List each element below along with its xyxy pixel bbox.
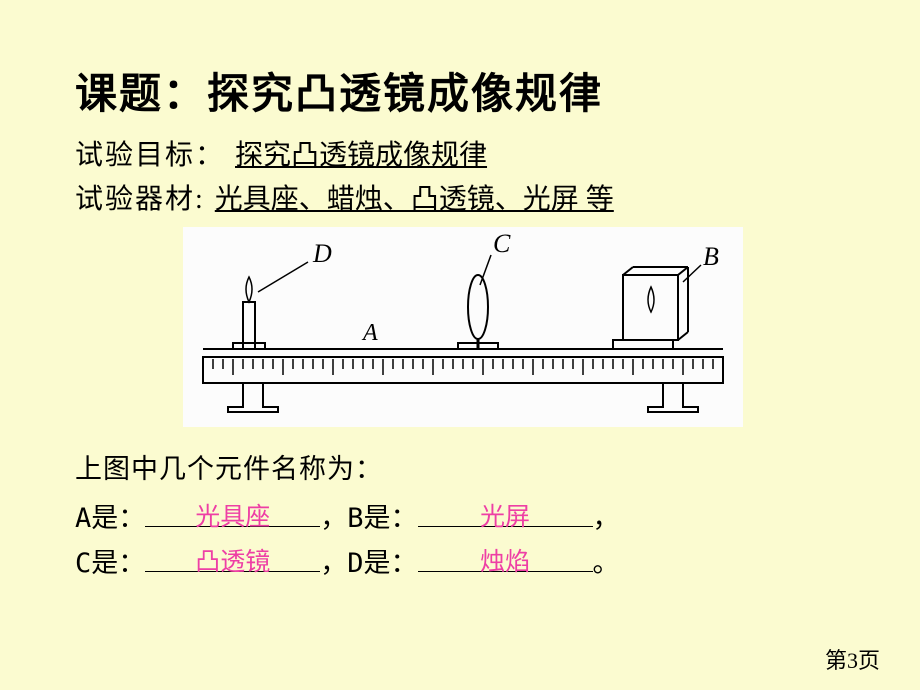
label-b: B xyxy=(703,242,719,271)
equip-label: 试验器材: xyxy=(75,177,205,217)
slide: 课题：探究凸透镜成像规律 试验目标： 探究凸透镜成像规律 试验器材: 光具座、蜡… xyxy=(0,0,920,580)
d-blank: 烛焰 xyxy=(418,544,593,572)
d-answer: 烛焰 xyxy=(480,547,530,576)
answer-row-2: C是： 凸透镜 ，D是： 烛焰 。 xyxy=(75,541,850,580)
equip-row: 试验器材: 光具座、蜡烛、凸透镜、光屏 等 xyxy=(75,177,850,217)
answer-row-1: A是： 光具座 ，B是： 光屏 ， xyxy=(75,496,850,535)
goal-label: 试验目标： xyxy=(75,133,225,173)
page-number: 第3页 xyxy=(825,643,880,675)
goal-value: 探究凸透镜成像规律 xyxy=(235,133,487,173)
b-answer: 光屏 xyxy=(480,502,530,531)
d-end: 。 xyxy=(593,541,620,580)
c-answer: 凸透镜 xyxy=(195,547,270,576)
b-blank: 光屏 xyxy=(418,499,593,527)
d-label: ，D是： xyxy=(320,541,417,580)
slide-title: 课题：探究凸透镜成像规律 xyxy=(75,60,850,121)
label-c: C xyxy=(493,229,511,258)
b-label: ，B是： xyxy=(320,496,417,535)
a-label: A是： xyxy=(75,496,145,535)
goal-row: 试验目标： 探究凸透镜成像规律 xyxy=(75,133,850,173)
c-label: C是： xyxy=(75,541,145,580)
equip-value: 光具座、蜡烛、凸透镜、光屏 等 xyxy=(215,177,614,217)
apparatus-diagram: A D C B xyxy=(183,227,743,427)
c-blank: 凸透镜 xyxy=(145,544,320,572)
a-blank: 光具座 xyxy=(145,499,320,527)
label-d: D xyxy=(312,239,332,268)
question-text: 上图中几个元件名称为： xyxy=(75,447,850,486)
label-a: A xyxy=(361,320,378,346)
b-end: ， xyxy=(593,496,620,535)
a-answer: 光具座 xyxy=(195,502,270,531)
